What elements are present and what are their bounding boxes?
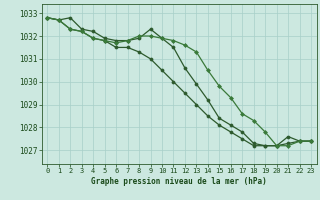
X-axis label: Graphe pression niveau de la mer (hPa): Graphe pression niveau de la mer (hPa)	[91, 177, 267, 186]
